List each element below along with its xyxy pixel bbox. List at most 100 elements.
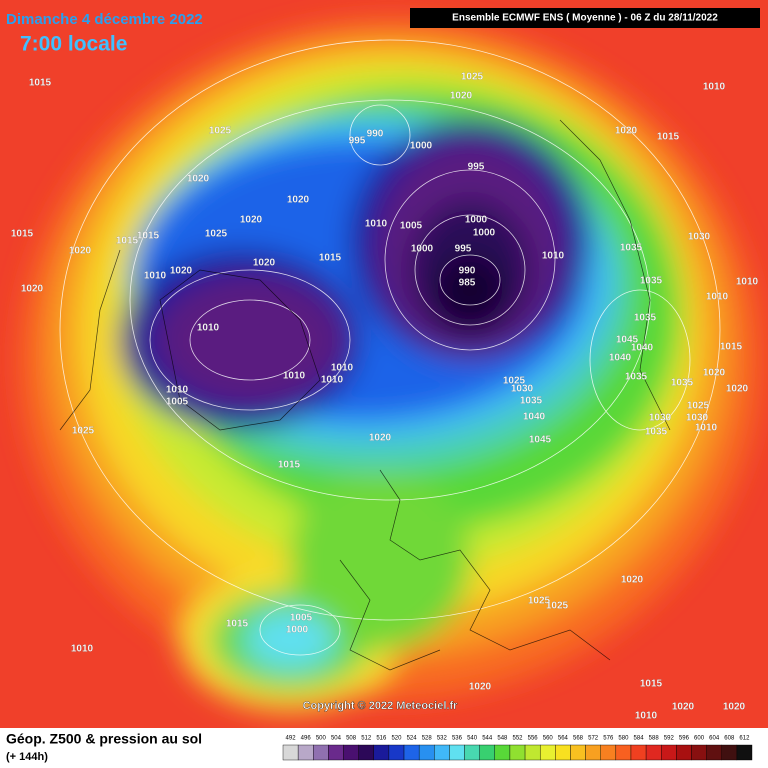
pressure-label: 995 bbox=[468, 162, 485, 173]
legend-label: 548 bbox=[497, 736, 508, 742]
legend-swatch bbox=[313, 744, 329, 761]
pressure-label: 1020 bbox=[621, 575, 644, 586]
legend-swatch bbox=[388, 744, 405, 761]
footer-range: (+ 144h) bbox=[6, 751, 48, 763]
pressure-label: 1015 bbox=[657, 132, 680, 143]
pressure-label: 995 bbox=[455, 244, 472, 255]
legend-label: 572 bbox=[588, 736, 599, 742]
legend-label: 520 bbox=[391, 736, 402, 742]
pressure-label: 1020 bbox=[450, 91, 473, 102]
date: Dimanche 4 décembre 2022 bbox=[6, 11, 203, 28]
model-box bbox=[410, 8, 760, 28]
pressure-label: 1015 bbox=[640, 679, 663, 690]
pressure-label: 1000 bbox=[465, 215, 488, 226]
pressure-label: 1025 bbox=[72, 426, 95, 437]
pressure-label: 1040 bbox=[609, 353, 632, 364]
legend-label: 508 bbox=[346, 736, 357, 742]
pressure-label: 1010 bbox=[706, 292, 729, 303]
pressure-label: 1010 bbox=[703, 82, 726, 93]
pressure-label: 1000 bbox=[473, 228, 496, 239]
legend-label: 516 bbox=[376, 736, 387, 742]
legend-swatch bbox=[464, 744, 480, 761]
legend-swatch bbox=[282, 744, 299, 761]
legend-label: 552 bbox=[512, 736, 523, 742]
pressure-label: 1010 bbox=[365, 219, 388, 230]
legend-label: 600 bbox=[694, 736, 705, 742]
footer-title: Géop. Z500 & pression au sol bbox=[6, 731, 202, 747]
pressure-label: 1020 bbox=[287, 195, 310, 206]
legend-swatch bbox=[630, 744, 647, 761]
legend-swatch bbox=[691, 744, 707, 761]
legend-label: 544 bbox=[482, 736, 493, 742]
legend-swatch bbox=[297, 744, 314, 761]
legend-label: 612 bbox=[739, 736, 750, 742]
legend-label: 496 bbox=[301, 736, 312, 742]
legend-swatch bbox=[479, 744, 496, 761]
legend-label: 500 bbox=[316, 736, 327, 742]
pressure-label: 1015 bbox=[319, 253, 342, 264]
legend-swatch bbox=[494, 744, 511, 761]
legend-label: 528 bbox=[422, 736, 433, 742]
pressure-label: 1025 bbox=[687, 401, 710, 412]
pressure-label: 1040 bbox=[523, 412, 546, 423]
pressure-label: 1025 bbox=[528, 596, 551, 607]
pressure-label: 1010 bbox=[144, 271, 167, 282]
pressure-label: 1020 bbox=[253, 258, 276, 269]
pressure-label: 1020 bbox=[240, 215, 263, 226]
legend-swatch bbox=[615, 744, 632, 761]
legend-label: 540 bbox=[467, 736, 478, 742]
legend-swatch bbox=[645, 744, 662, 761]
legend-swatch bbox=[676, 744, 692, 761]
legend-label: 604 bbox=[709, 736, 720, 742]
pressure-label: 1030 bbox=[686, 413, 709, 424]
time: 7:00 locale bbox=[20, 33, 127, 56]
pressure-label: 1035 bbox=[520, 396, 543, 407]
legend-label: 560 bbox=[543, 736, 554, 742]
pressure-label: 1020 bbox=[469, 682, 492, 693]
pressure-label: 1020 bbox=[615, 126, 638, 137]
copyright: Copyright © 2022 Meteociel.fr bbox=[303, 700, 459, 712]
legend-swatch bbox=[509, 744, 526, 761]
pressure-label: 1045 bbox=[529, 435, 552, 446]
legend-label: 536 bbox=[452, 736, 463, 742]
pressure-label: 1035 bbox=[640, 276, 663, 287]
pressure-label: 1020 bbox=[703, 368, 726, 379]
legend-swatch bbox=[358, 744, 374, 761]
legend-swatch bbox=[736, 744, 753, 761]
pressure-label: 1025 bbox=[503, 376, 526, 387]
legend-label: 576 bbox=[603, 736, 614, 742]
legend-swatch bbox=[343, 744, 359, 761]
pressure-label: 1035 bbox=[645, 427, 668, 438]
pressure-label: 1020 bbox=[69, 246, 92, 257]
pressure-label: 1005 bbox=[290, 613, 313, 624]
pressure-label: 1030 bbox=[511, 384, 534, 395]
pressure-label: 1010 bbox=[71, 644, 94, 655]
pressure-label: 990 bbox=[367, 129, 384, 140]
pressure-label: 1020 bbox=[369, 433, 392, 444]
legend-label: 580 bbox=[618, 736, 629, 742]
pressure-label: 1035 bbox=[625, 372, 648, 383]
legend-label: 592 bbox=[664, 736, 675, 742]
pressure-label: 1015 bbox=[11, 229, 34, 240]
legend-swatch bbox=[539, 744, 556, 761]
pressure-label: 990 bbox=[459, 266, 476, 277]
legend-label: 524 bbox=[407, 736, 418, 742]
legend-swatch bbox=[373, 744, 390, 761]
pressure-label: 1035 bbox=[671, 378, 694, 389]
legend-label: 556 bbox=[528, 736, 539, 742]
pressure-label: 1015 bbox=[278, 460, 301, 471]
pressure-label: 985 bbox=[459, 278, 476, 289]
legend-label: 492 bbox=[286, 736, 297, 742]
legend-swatch bbox=[418, 744, 435, 761]
pressure-label: 1000 bbox=[410, 141, 433, 152]
pressure-label: 1035 bbox=[634, 313, 657, 324]
pressure-label: 1030 bbox=[649, 413, 672, 424]
pressure-label: 1030 bbox=[688, 232, 711, 243]
pressure-label: 1020 bbox=[170, 266, 193, 277]
legend-swatch bbox=[721, 744, 738, 761]
legend-label: 588 bbox=[649, 736, 660, 742]
model: Ensemble ECMWF ENS ( Moyenne ) - 06 Z du… bbox=[452, 13, 718, 24]
legend-label: 608 bbox=[724, 736, 735, 742]
